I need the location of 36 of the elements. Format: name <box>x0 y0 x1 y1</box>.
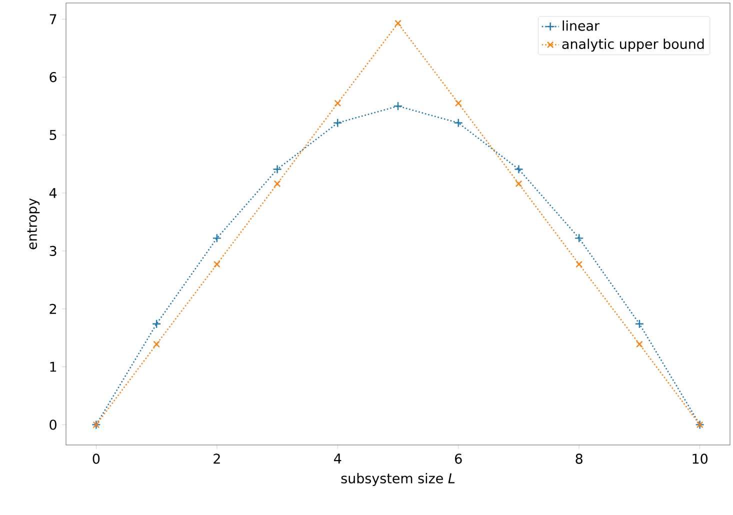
point <box>272 164 282 174</box>
y-tick-label: 5 <box>50 130 56 140</box>
legend-label: analytic upper bound <box>562 38 704 52</box>
x-tick-label: 0 <box>92 454 100 464</box>
point <box>454 100 462 107</box>
point <box>576 260 583 268</box>
y-tick-label: 3 <box>50 246 56 256</box>
point <box>334 100 342 107</box>
point <box>333 118 342 128</box>
point <box>574 234 584 243</box>
point <box>213 260 220 268</box>
x-tick-label: 8 <box>576 454 582 464</box>
point <box>636 340 643 348</box>
point <box>153 340 160 348</box>
y-tick-label: 7 <box>50 14 56 24</box>
point <box>515 180 522 188</box>
point <box>394 20 402 27</box>
legend-label: linear <box>562 20 600 31</box>
point <box>212 234 222 243</box>
x-tick-label: 2 <box>214 454 220 464</box>
x-tick-label: 4 <box>334 454 342 464</box>
x-tick-label: 6 <box>455 454 462 464</box>
y-tick-label: 4 <box>49 188 57 198</box>
point <box>634 319 644 329</box>
point <box>393 101 403 111</box>
y-tick-label: 6 <box>50 72 56 82</box>
point <box>274 180 281 188</box>
point <box>152 319 162 329</box>
y-axis-title: entropy <box>27 198 40 250</box>
y-tick-label: 1 <box>50 362 56 372</box>
point <box>454 118 463 128</box>
y-tick-label: 2 <box>50 304 56 314</box>
y-tick-label: 0 <box>50 420 56 430</box>
point <box>514 164 524 174</box>
x-tick-label: 10 <box>692 454 708 464</box>
x-axis-title: subsystem size L <box>341 473 455 486</box>
